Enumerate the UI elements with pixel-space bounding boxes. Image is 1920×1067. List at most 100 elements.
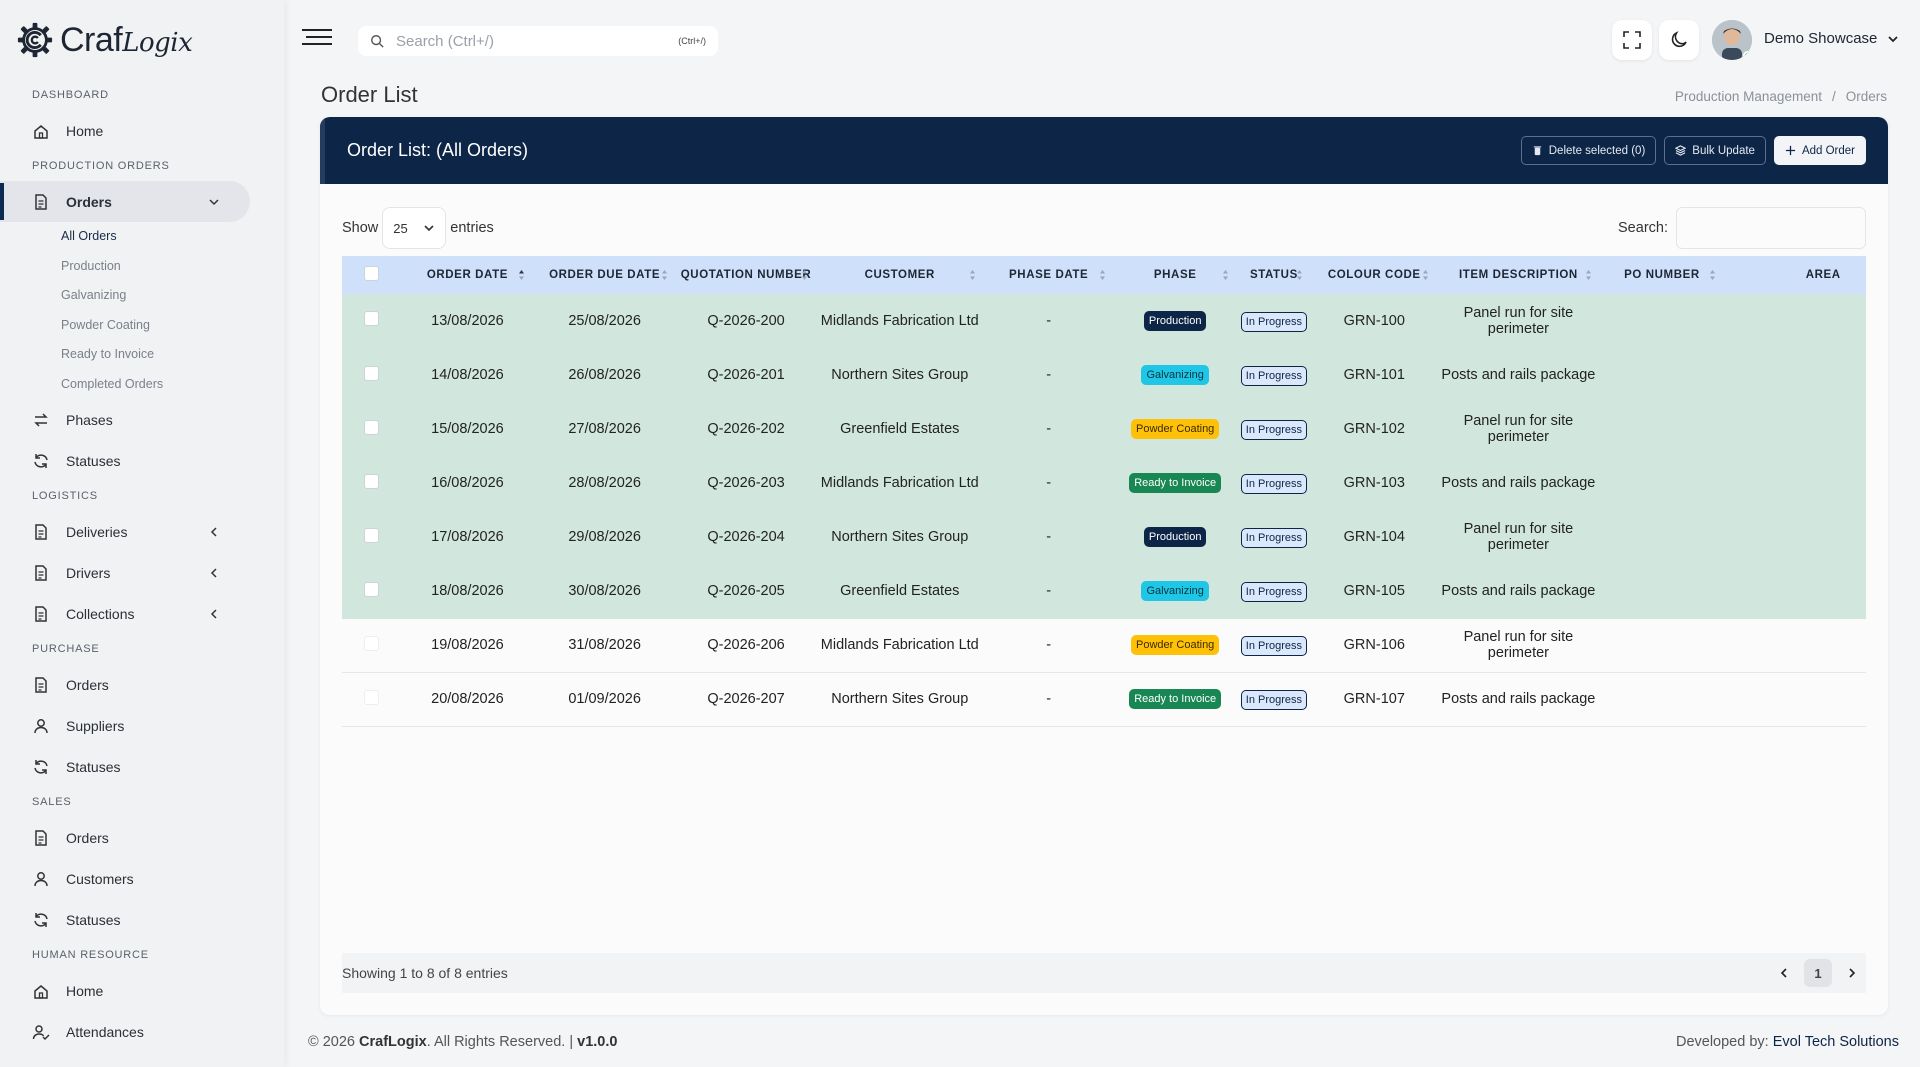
chevron-left-icon xyxy=(210,526,217,537)
cell-status: In Progress xyxy=(1236,510,1312,565)
table-row[interactable]: 16/08/2026 28/08/2026 Q-2026-203 Midland… xyxy=(342,456,1866,511)
nav-section-dashboard: DASHBOARD xyxy=(32,89,109,101)
fullscreen-button[interactable] xyxy=(1612,20,1652,60)
row-checkbox[interactable] xyxy=(364,581,380,597)
table-search-input[interactable] xyxy=(1676,207,1866,249)
global-search[interactable]: Search (Ctrl+/) (Ctrl+/) xyxy=(358,26,718,56)
row-checkbox[interactable] xyxy=(364,527,380,543)
table-row[interactable]: 18/08/2026 30/08/2026 Q-2026-205 Greenfi… xyxy=(342,564,1866,619)
page-button-current[interactable]: 1 xyxy=(1804,959,1832,987)
chevron-right-icon[interactable] xyxy=(1846,967,1858,979)
sort-icon[interactable] xyxy=(518,269,525,281)
sidebar-subitem-production[interactable]: Production xyxy=(61,258,121,273)
table-row[interactable]: 17/08/2026 29/08/2026 Q-2026-204 Norther… xyxy=(342,510,1866,565)
bulk-update-button[interactable]: Bulk Update xyxy=(1664,136,1766,165)
cell-customer: Midlands Fabrication Ltd xyxy=(815,456,984,511)
sidebar-subitem-galvanizing[interactable]: Galvanizing xyxy=(61,288,127,302)
cell-po-number xyxy=(1599,402,1725,457)
sort-icon[interactable] xyxy=(801,269,808,281)
column-header-item-description[interactable]: ITEM DESCRIPTION xyxy=(1437,256,1600,294)
chevron-left-icon[interactable] xyxy=(1778,967,1790,979)
table-row[interactable]: 15/08/2026 27/08/2026 Q-2026-202 Greenfi… xyxy=(342,402,1866,457)
hamburger-menu-icon[interactable] xyxy=(302,26,332,48)
cell-item-description: Panel run for site perimeter xyxy=(1437,510,1600,565)
table-row[interactable]: 19/08/2026 31/08/2026 Q-2026-206 Midland… xyxy=(342,618,1866,673)
sort-icon[interactable] xyxy=(1585,269,1592,281)
column-header-status[interactable]: STATUS xyxy=(1236,256,1312,294)
sidebar-item-label: Attendances xyxy=(66,1023,144,1040)
user-avatar[interactable] xyxy=(1712,20,1752,60)
sidebar-item-deliveries[interactable]: Deliveries xyxy=(0,511,250,552)
cell-phase-date: - xyxy=(983,672,1114,727)
cell-item-description: Posts and rails package xyxy=(1437,456,1600,511)
sort-icon[interactable] xyxy=(1709,269,1716,281)
column-header-customer[interactable]: CUSTOMER xyxy=(815,256,984,294)
sidebar-subitem-powder-coating[interactable]: Powder Coating xyxy=(61,317,150,332)
sort-icon[interactable] xyxy=(1222,269,1229,281)
sidebar-item-phases[interactable]: Phases xyxy=(0,399,250,440)
sidebar-item-customers[interactable]: Customers xyxy=(0,858,250,899)
table-row[interactable]: 20/08/2026 01/09/2026 Q-2026-207 Norther… xyxy=(342,672,1866,727)
sidebar-subitem-completed-orders[interactable]: Completed Orders xyxy=(61,376,164,391)
sort-icon[interactable] xyxy=(1296,269,1303,281)
row-checkbox[interactable] xyxy=(364,473,380,489)
column-header-colour-code[interactable]: COLOUR CODE xyxy=(1311,256,1438,294)
table-row[interactable]: 13/08/2026 25/08/2026 Q-2026-200 Midland… xyxy=(342,294,1866,349)
sidebar-item-orders[interactable]: Orders xyxy=(0,817,250,858)
status-badge: In Progress xyxy=(1240,420,1308,440)
user-menu[interactable]: Demo Showcase xyxy=(1764,30,1899,47)
cell-due-date: 28/08/2026 xyxy=(533,456,677,511)
cell-due-date: 30/08/2026 xyxy=(533,564,677,619)
sidebar-item-statuses[interactable]: Statuses xyxy=(0,899,250,940)
sidebar-item-orders[interactable]: Orders xyxy=(0,181,250,222)
row-checkbox[interactable] xyxy=(364,635,380,651)
status-badge: In Progress xyxy=(1240,690,1308,710)
delete-selected-button[interactable]: Delete selected (0) xyxy=(1520,136,1657,165)
column-header-area[interactable]: AREA xyxy=(1724,256,1866,294)
developer-link[interactable]: Evol Tech Solutions xyxy=(1772,1034,1899,1050)
cell-phase: Powder Coating xyxy=(1113,618,1237,673)
sidebar-item-orders[interactable]: Orders xyxy=(0,664,250,705)
row-select-cell xyxy=(342,402,402,457)
sidebar-item-drivers[interactable]: Drivers xyxy=(0,552,250,593)
add-order-button[interactable]: Add Order xyxy=(1773,136,1866,165)
sidebar-item-statuses[interactable]: Statuses xyxy=(0,746,250,787)
sidebar-item-collections[interactable]: Collections xyxy=(0,593,250,634)
sort-icon[interactable] xyxy=(969,269,976,281)
sidebar-subitem-all-orders[interactable]: All Orders xyxy=(61,229,117,243)
cell-status: In Progress xyxy=(1236,402,1312,457)
sort-icon[interactable] xyxy=(1422,269,1429,281)
breadcrumb-item[interactable]: Production Management xyxy=(1674,89,1822,104)
cell-quotation-number: Q-2026-206 xyxy=(676,618,816,673)
row-select-cell xyxy=(342,348,402,403)
table-row[interactable]: 14/08/2026 26/08/2026 Q-2026-201 Norther… xyxy=(342,348,1866,403)
sidebar-item-attendances[interactable]: Attendances xyxy=(0,1011,250,1052)
sidebar-item-suppliers[interactable]: Suppliers xyxy=(0,705,250,746)
entries-select[interactable]: 25 xyxy=(382,207,447,249)
cell-order-date: 20/08/2026 xyxy=(401,672,534,727)
sidebar-item-home[interactable]: Home xyxy=(0,110,250,151)
column-header-quotation-number[interactable]: QUOTATION NUMBER xyxy=(676,256,816,294)
select-all-checkbox[interactable] xyxy=(364,266,380,281)
column-header-order-date[interactable]: ORDER DATE xyxy=(401,256,534,294)
row-checkbox[interactable] xyxy=(364,419,380,435)
sidebar-item-label: Collections xyxy=(66,605,135,622)
column-header-order-due-date[interactable]: ORDER DUE DATE xyxy=(533,256,677,294)
orders-table-container[interactable]: ORDER DATE ORDER DUE DATE QUOTATION NUMBER… xyxy=(342,256,1866,731)
sidebar-subitem-ready-to-invoice[interactable]: Ready to Invoice xyxy=(61,347,155,361)
row-checkbox[interactable] xyxy=(364,311,380,327)
column-header-po-number[interactable]: PO NUMBER xyxy=(1599,256,1725,294)
sidebar-item-statuses[interactable]: Statuses xyxy=(0,440,250,481)
column-header-phase[interactable]: PHASE xyxy=(1113,256,1237,294)
column-header-phase-date[interactable]: PHASE DATE xyxy=(983,256,1114,294)
sidebar-item-home[interactable]: Home xyxy=(0,970,250,1011)
sort-icon[interactable] xyxy=(661,269,668,281)
row-checkbox[interactable] xyxy=(364,689,380,705)
row-select-cell xyxy=(342,672,402,727)
card-header: Order List: (All Orders) Delete selected… xyxy=(320,117,1888,184)
sort-icon[interactable] xyxy=(1099,269,1106,281)
row-checkbox[interactable] xyxy=(364,365,380,381)
cell-order-date: 18/08/2026 xyxy=(401,564,534,619)
brand-logo[interactable]: CrafLogix xyxy=(0,0,284,80)
theme-toggle-button[interactable] xyxy=(1659,20,1699,60)
